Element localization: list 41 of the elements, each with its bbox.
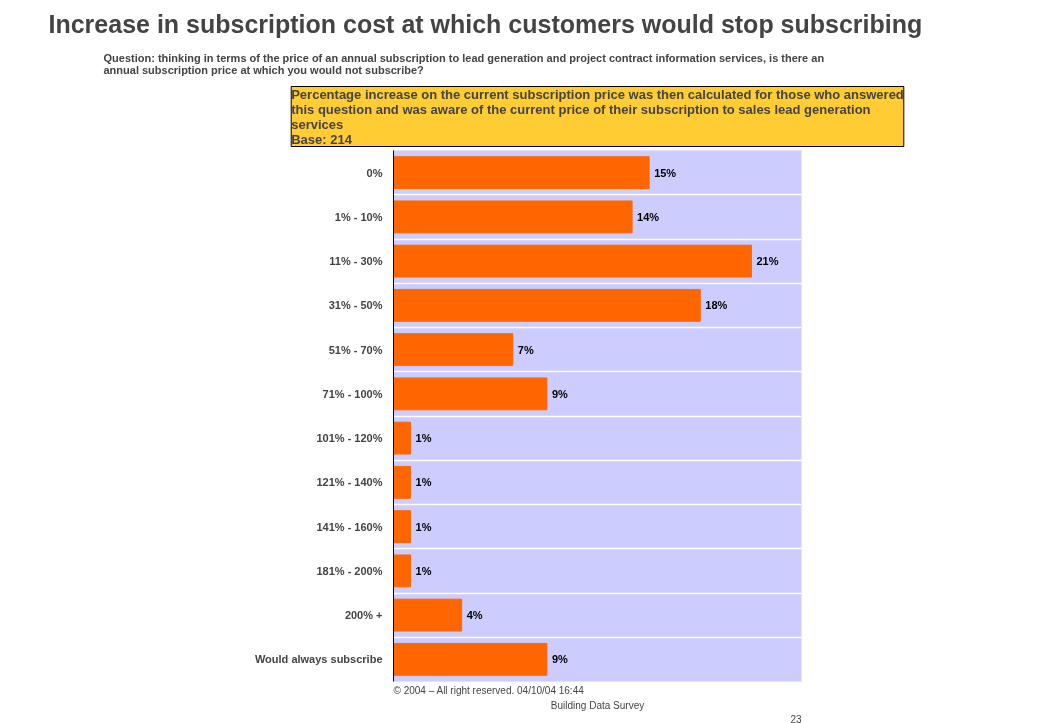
bar (393, 377, 548, 411)
data-label: 15% (654, 166, 677, 179)
bar (393, 421, 412, 455)
y-tick-label: 1% - 10% (334, 210, 383, 223)
y-tick-label: 0% (366, 166, 383, 179)
y-tick-label: 200% + (344, 609, 383, 622)
y-tick-label: 121% - 140% (316, 476, 383, 489)
y-tick-label: 71% - 100% (322, 387, 383, 400)
bar (393, 156, 650, 190)
data-label: 4% (466, 609, 483, 622)
bar (393, 642, 548, 676)
bar (393, 510, 412, 544)
data-label: 1% (415, 520, 432, 533)
chart-subtitle: Question: thinking in terms of the price of an annual subscription to lead generation and project contract information services, is there an annual subscription price at which you would not subscribe? (103, 51, 825, 76)
y-tick-label: 141% - 160% (316, 520, 383, 533)
data-label: 9% (551, 387, 568, 400)
text: 23 (790, 713, 802, 723)
chart-title: Increase in subscription cost at which customers would stop subscribing (48, 9, 923, 38)
data-label: 7% (517, 343, 534, 356)
data-label: 18% (705, 299, 728, 312)
bar (393, 465, 412, 499)
y-tick-label: 11% - 30% (329, 255, 383, 268)
text: Building Data Survey (550, 699, 645, 711)
y-tick-label: 51% - 70% (328, 343, 383, 356)
y-tick-label: Would always subscribe (254, 653, 383, 666)
y-tick-label: 101% - 120% (316, 432, 383, 445)
bar (393, 598, 463, 632)
data-label: 21% (756, 255, 779, 268)
bar (393, 288, 701, 322)
data-label: 1% (415, 564, 432, 577)
y-tick-label: 181% - 200% (316, 564, 383, 577)
bar (393, 333, 514, 367)
text: © 2004 – All right reserved. 04/10/04 16:44 (393, 684, 585, 696)
bar (393, 200, 633, 234)
bar (393, 244, 752, 278)
data-label: 9% (551, 653, 568, 666)
data-label: 1% (415, 432, 432, 445)
data-label: 1% (415, 476, 432, 489)
bar (393, 554, 412, 588)
y-tick-label: 31% - 50% (328, 299, 383, 312)
data-label: 14% (637, 210, 660, 223)
